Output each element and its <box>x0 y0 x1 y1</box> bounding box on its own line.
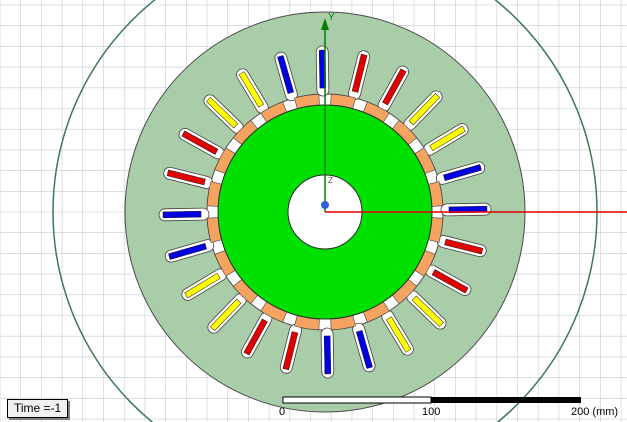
winding-coil <box>238 71 265 108</box>
scale-bar <box>282 396 581 404</box>
winding-coil <box>385 316 412 353</box>
winding-coil <box>351 53 368 93</box>
winding-coil <box>408 93 441 126</box>
y-axis-label: Y <box>328 12 335 23</box>
winding-coil <box>431 269 469 294</box>
winding-coil <box>168 242 207 260</box>
scale-tick-200: 200 (mm) <box>571 406 619 418</box>
winding-coil <box>162 210 202 219</box>
stator-slot <box>320 327 335 379</box>
stator-slot <box>181 268 227 301</box>
winding-coil <box>277 55 295 94</box>
stator-slot <box>425 264 472 296</box>
winding-coil <box>206 96 239 129</box>
scale-tick-0: 0 <box>279 406 286 418</box>
stator-slot <box>207 293 247 334</box>
y-axis-arrow <box>321 18 329 30</box>
winding-coil <box>355 330 373 369</box>
origin-marker <box>321 201 329 209</box>
stator-slot <box>435 161 486 185</box>
stator-slot <box>352 322 376 373</box>
winding-coil <box>282 331 299 371</box>
stator-slot <box>164 239 215 263</box>
winding-coil <box>411 295 444 328</box>
winding-coil <box>382 68 407 106</box>
winding-coil <box>166 169 206 186</box>
stator-slot <box>274 51 298 102</box>
stator-slot <box>315 45 330 97</box>
z-axis-label: Z <box>328 176 333 185</box>
scale-tick-100: 100 <box>422 406 441 418</box>
stator-slot <box>158 207 210 222</box>
time-label: Time =-1 <box>7 399 69 418</box>
winding-coil <box>443 164 482 182</box>
winding-coil <box>429 125 466 152</box>
stator-slot <box>440 202 492 217</box>
stator-slots <box>158 45 492 379</box>
winding-coil <box>181 130 219 155</box>
winding-coil <box>243 318 268 356</box>
winding-coil <box>184 272 221 299</box>
stator-slot <box>348 50 371 101</box>
winding-coil <box>209 298 242 331</box>
stator-slot <box>436 235 487 258</box>
stator-slot <box>178 128 225 160</box>
stator-slot <box>241 312 273 359</box>
winding-coil <box>444 238 484 255</box>
winding-coil <box>323 335 332 375</box>
